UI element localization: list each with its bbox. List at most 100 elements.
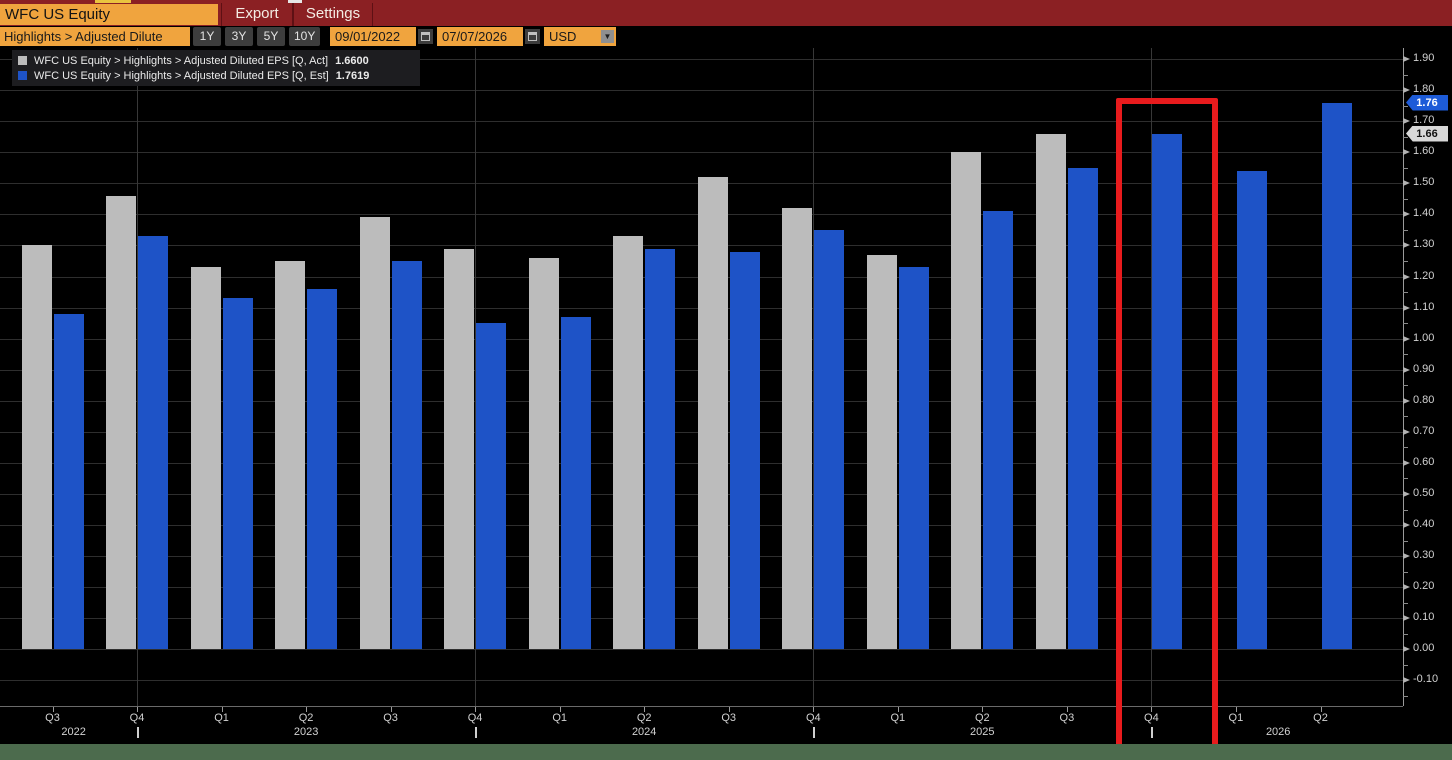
bar-estimate-q3-2024 (730, 252, 760, 650)
y-axis-minor-tick (1403, 696, 1408, 697)
x-axis-year-label: 2025 (952, 726, 1012, 738)
range-button-5y[interactable]: 5Y (257, 27, 285, 46)
chart-legend: WFC US Equity > Highlights > Adjusted Di… (12, 50, 420, 86)
y-axis-tick (1403, 584, 1410, 590)
legend-swatch-icon (18, 71, 27, 80)
y-axis-tick (1403, 180, 1410, 186)
legend-item-act: WFC US Equity > Highlights > Adjusted Di… (18, 53, 414, 68)
bar-estimate-q3-2022 (54, 314, 84, 650)
y-axis-minor-tick (1403, 292, 1408, 293)
y-axis-label: 1.20 (1413, 270, 1434, 282)
x-axis-quarter-label: Q1 (878, 712, 918, 724)
y-axis-value-tag-1.66: 1.66 (1406, 126, 1448, 142)
y-axis-label: 1.40 (1413, 207, 1434, 219)
bar-estimate-q2-2026 (1322, 103, 1352, 650)
x-axis-quarter-label: Q3 (709, 712, 749, 724)
y-axis-value-tag-1.76: 1.76 (1406, 95, 1448, 111)
x-axis-quarter-label: Q2 (286, 712, 326, 724)
y-axis-label: 0.30 (1413, 549, 1434, 561)
y-axis-label: 0.70 (1413, 425, 1434, 437)
chart-plot: -0.100.000.100.200.300.400.500.600.700.8… (0, 0, 1452, 760)
y-axis-tick (1403, 429, 1410, 435)
y-axis-label: 0.00 (1413, 642, 1434, 654)
legend-value: 1.6600 (335, 55, 369, 67)
y-axis-label: 0.90 (1413, 363, 1434, 375)
top-edge-highlight (95, 0, 131, 3)
y-axis-label: 1.60 (1413, 145, 1434, 157)
x-axis-year-label: 2023 (276, 726, 336, 738)
y-axis-minor-tick (1403, 478, 1408, 479)
end-date-calendar-icon[interactable] (525, 29, 540, 44)
bar-estimate-q1-2023 (223, 298, 253, 649)
range-button-3y[interactable]: 3Y (225, 27, 253, 46)
y-axis-tick (1403, 615, 1410, 621)
legend-value: 1.7619 (336, 70, 370, 82)
y-axis-minor-tick (1403, 199, 1408, 200)
calendar-icon (421, 32, 430, 41)
y-axis-tick (1403, 460, 1410, 466)
ticker-input[interactable]: WFC US Equity (0, 4, 218, 25)
bar-actual-q2-2024 (613, 236, 643, 649)
breadcrumb-input[interactable]: Highlights > Adjusted Dilute (0, 27, 190, 46)
y-axis-label: 1.70 (1413, 114, 1434, 126)
top-edge-cursor (288, 0, 302, 3)
y-axis-line (1403, 45, 1404, 706)
range-button-10y[interactable]: 10Y (289, 27, 320, 46)
y-axis-minor-tick (1403, 137, 1408, 138)
currency-dropdown-arrow-icon[interactable]: ▼ (601, 30, 614, 43)
y-axis-tick (1403, 56, 1410, 62)
bar-actual-q3-2022 (22, 245, 52, 649)
x-axis-year-label: 2026 (1248, 726, 1308, 738)
legend-swatch-icon (18, 56, 27, 65)
x-axis-quarter-label: Q4 (117, 712, 157, 724)
x-axis-quarter-label: Q1 (1216, 712, 1256, 724)
y-axis-tick (1403, 553, 1410, 559)
y-axis-minor-tick (1403, 447, 1408, 448)
start-date-input[interactable]: 09/01/2022 (330, 27, 416, 46)
bloomberg-terminal-window: WFC US Equity Export Settings Highlights… (0, 0, 1452, 760)
bar-estimate-q3-2023 (392, 261, 422, 649)
settings-button[interactable]: Settings (293, 2, 373, 26)
x-axis-year-divider (137, 727, 139, 738)
y-axis-tick (1403, 677, 1410, 683)
end-date-input[interactable]: 07/07/2026 (437, 27, 523, 46)
y-axis-label: 1.10 (1413, 301, 1434, 313)
y-axis-label: 0.60 (1413, 456, 1434, 468)
bar-estimate-q1-2025 (899, 267, 929, 649)
y-axis-label: 1.90 (1413, 52, 1434, 64)
bar-estimate-q2-2025 (983, 211, 1013, 649)
x-axis-quarter-label: Q3 (1047, 712, 1087, 724)
start-date-calendar-icon[interactable] (418, 29, 433, 44)
export-button[interactable]: Export (221, 2, 293, 26)
range-button-1y[interactable]: 1Y (193, 27, 221, 46)
y-axis-minor-tick (1403, 354, 1408, 355)
y-axis-minor-tick (1403, 75, 1408, 76)
y-axis-minor-tick (1403, 230, 1408, 231)
x-axis-year-divider (813, 727, 815, 738)
y-axis-tick (1403, 242, 1410, 248)
y-axis-label: -0.10 (1413, 673, 1438, 685)
x-axis-year-label: 2024 (614, 726, 674, 738)
bar-actual-q1-2025 (867, 255, 897, 650)
y-axis-label: 0.10 (1413, 611, 1434, 623)
bar-estimate-q4-2022 (138, 236, 168, 649)
x-axis-quarter-label: Q3 (33, 712, 73, 724)
calendar-icon (528, 32, 537, 41)
bottom-status-strip (0, 744, 1452, 760)
bar-estimate-q4-2023 (476, 323, 506, 649)
bar-actual-q4-2023 (444, 249, 474, 650)
x-axis-quarter-label: Q4 (793, 712, 833, 724)
y-axis-tick (1403, 491, 1410, 497)
bar-estimate-q1-2024 (561, 317, 591, 649)
y-axis-tick (1403, 118, 1410, 124)
y-axis-minor-tick (1403, 634, 1408, 635)
header-bar: WFC US Equity Export Settings (0, 2, 1452, 26)
x-axis-year-label: 2022 (44, 726, 104, 738)
y-axis-minor-tick (1403, 541, 1408, 542)
bar-actual-q2-2025 (951, 152, 981, 649)
y-axis-minor-tick (1403, 416, 1408, 417)
y-axis-tick (1403, 646, 1410, 652)
x-axis-quarter-label: Q2 (1301, 712, 1341, 724)
y-axis-minor-tick (1403, 168, 1408, 169)
y-axis-tick (1403, 87, 1410, 93)
